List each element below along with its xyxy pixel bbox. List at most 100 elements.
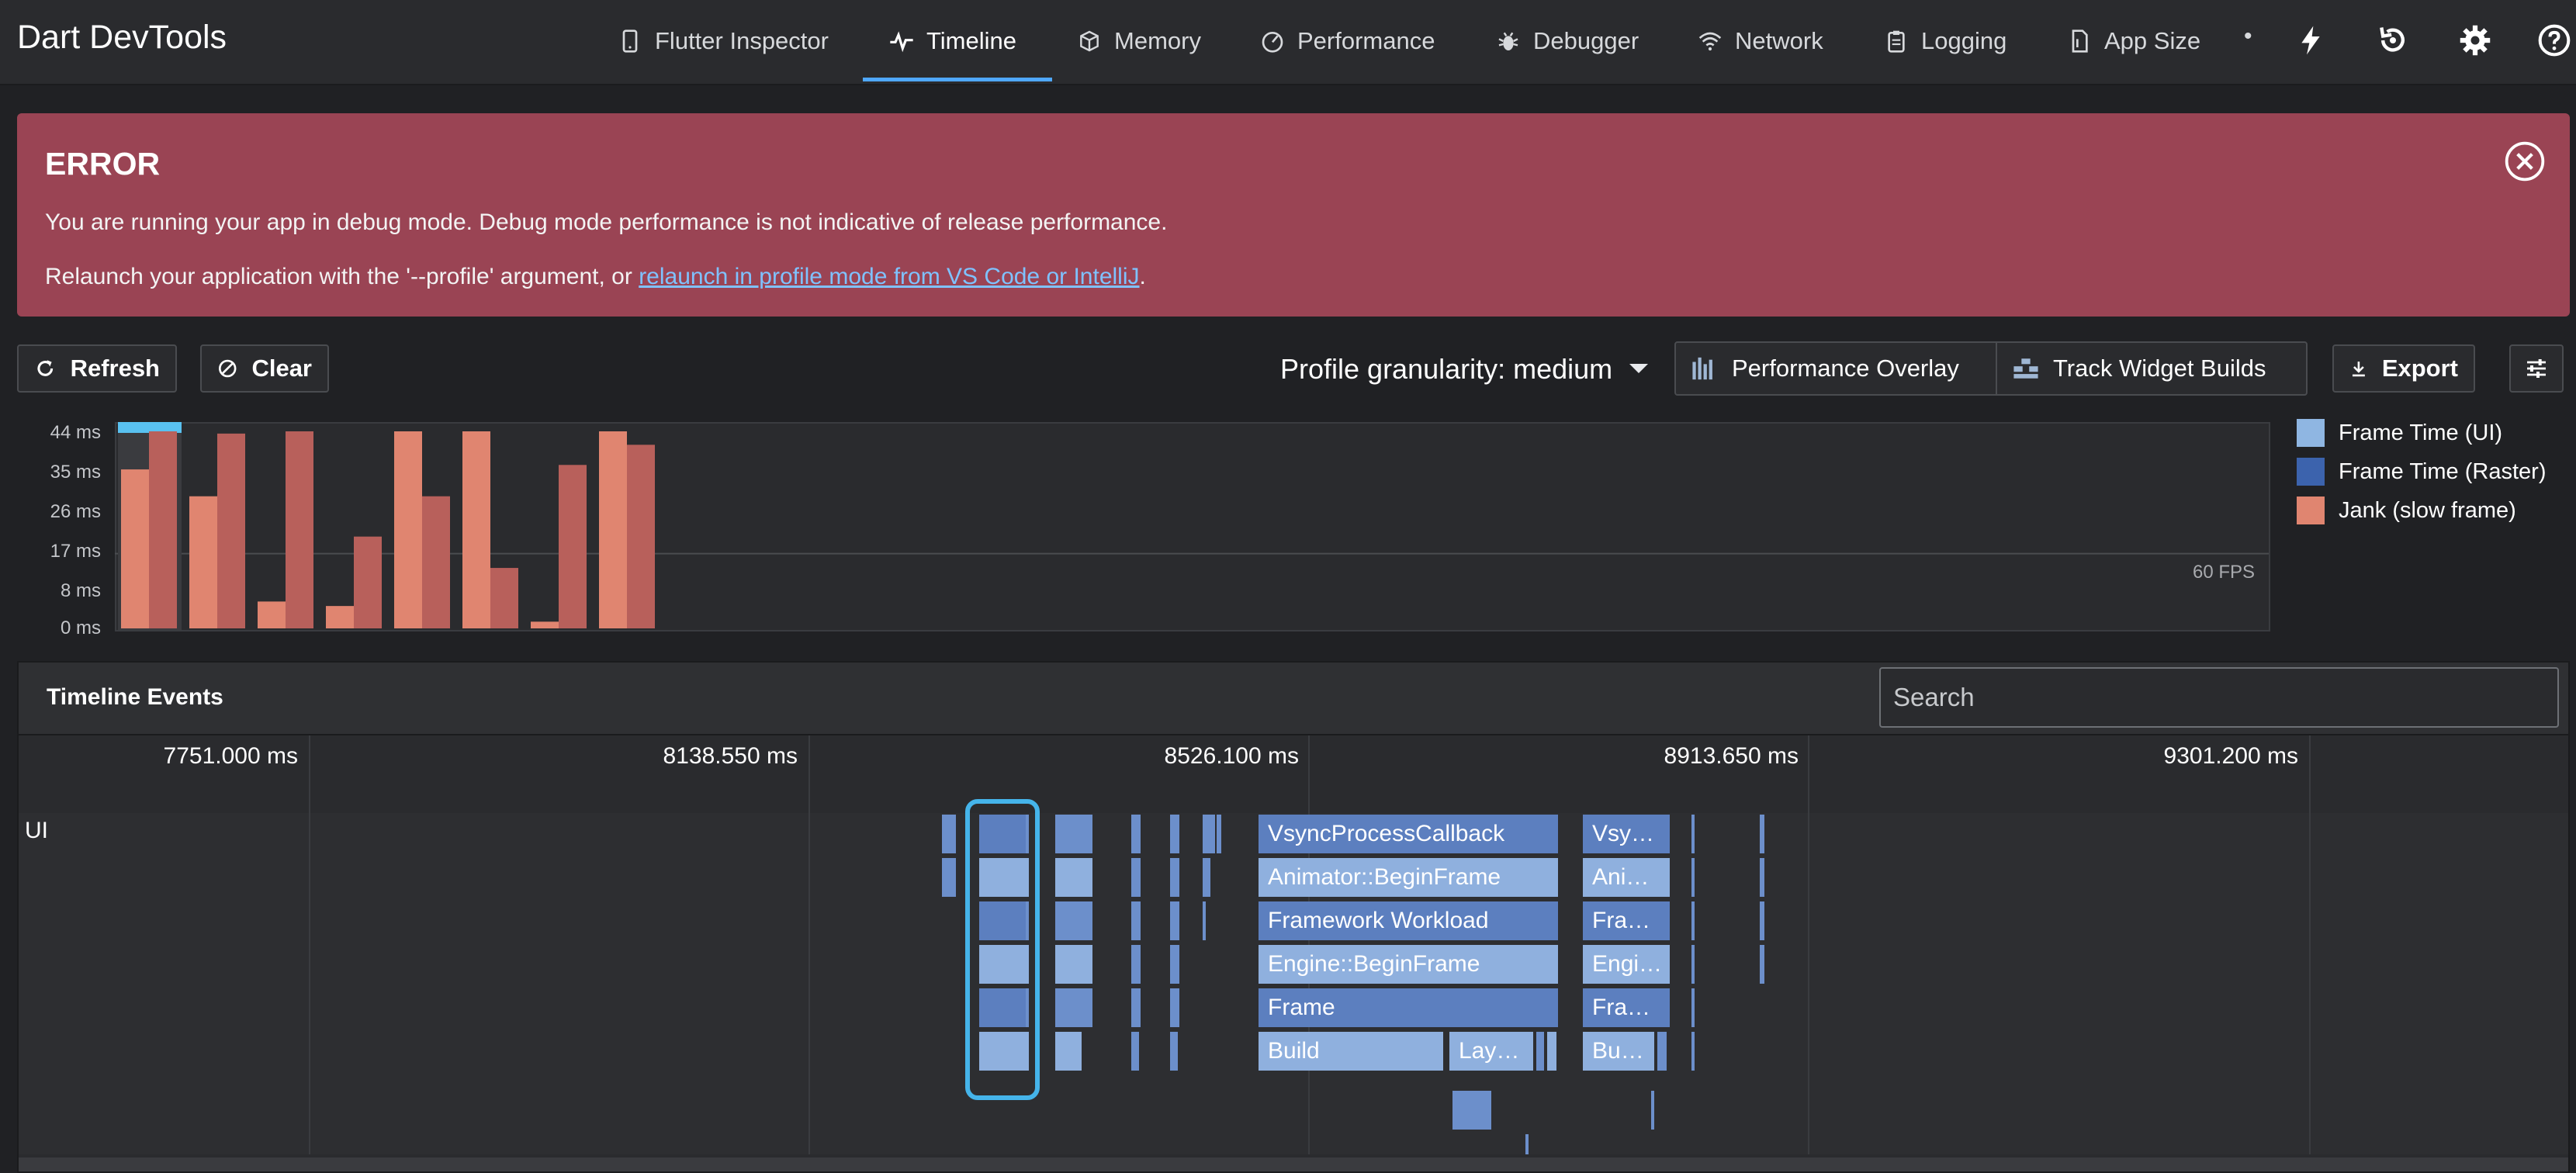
raster-frame-bar [627, 445, 655, 628]
timeline-event[interactable]: Engine::BeginFrame [1259, 945, 1558, 984]
clear-button[interactable]: Clear [200, 344, 329, 393]
tab-flutter-inspector[interactable]: Flutter Inspector [618, 0, 829, 82]
timeline-event-selected[interactable] [979, 1032, 1026, 1071]
legend-label: Frame Time (Raster) [2339, 458, 2547, 484]
help-button[interactable] [2531, 17, 2576, 64]
timeline-horizontal-scrollbar[interactable] [19, 1157, 2568, 1171]
timeline-event[interactable]: Vsy… [1583, 815, 1670, 853]
tab-performance[interactable]: Performance [1260, 0, 1435, 82]
timeline-event[interactable] [1055, 858, 1092, 897]
timeline-event[interactable]: Frame [1259, 988, 1558, 1027]
timeline-event[interactable] [1547, 1032, 1556, 1071]
timeline-event[interactable] [1131, 988, 1141, 1027]
tab-memory[interactable]: Memory [1077, 0, 1201, 82]
timeline-event[interactable] [942, 815, 956, 853]
timeline-event[interactable]: Ani… [1583, 858, 1670, 897]
timeline-event[interactable] [1170, 815, 1179, 853]
bar-chart-icon [1692, 357, 1712, 380]
timeline-event[interactable] [1131, 945, 1141, 984]
legend-item-raster: Frame Time (Raster) [2297, 458, 2546, 486]
profile-granularity-dropdown[interactable]: Profile granularity: medium [1280, 346, 1649, 393]
raster-frame-bar [217, 433, 245, 628]
legend-swatch [2297, 419, 2325, 447]
timeline-event[interactable] [1203, 858, 1210, 897]
tab-logging[interactable]: Logging [1884, 0, 2006, 82]
timeline-event[interactable] [1131, 858, 1141, 897]
grid-line [309, 735, 310, 1154]
timeline-event[interactable]: Engi… [1583, 945, 1670, 984]
settings-icon [2460, 25, 2491, 56]
timeline-event[interactable] [1760, 901, 1764, 940]
timeline-event[interactable] [1651, 1091, 1654, 1130]
timeline-event[interactable] [1170, 901, 1179, 940]
settings-button[interactable] [2452, 17, 2498, 64]
timeline-event-selected[interactable] [979, 945, 1026, 984]
timeline-settings-button[interactable] [2509, 344, 2564, 393]
timeline-event[interactable] [1760, 945, 1764, 984]
timeline-event[interactable] [1055, 901, 1092, 940]
timeline-event-selected[interactable] [979, 858, 1026, 897]
timeline-event[interactable] [1691, 945, 1695, 984]
timeline-event[interactable] [1131, 1032, 1139, 1071]
timeline-event[interactable]: Lay… [1449, 1032, 1533, 1071]
timeline-event[interactable]: Framework Workload [1259, 901, 1558, 940]
timeline-event[interactable] [1170, 988, 1179, 1027]
timeline-event[interactable] [1691, 901, 1695, 940]
export-button[interactable]: Export [2332, 344, 2475, 393]
timeline-event[interactable] [1536, 1032, 1544, 1071]
hot-restart-button[interactable] [2370, 17, 2416, 64]
timeline-event[interactable] [1760, 815, 1764, 853]
timeline-event[interactable]: Build [1259, 1032, 1443, 1071]
timeline-event[interactable] [1170, 858, 1179, 897]
timeline-event-selected[interactable] [979, 815, 1026, 853]
cube-icon [1080, 30, 1099, 52]
tab-network[interactable]: Network [1698, 0, 1823, 82]
raster-frame-bar [490, 568, 518, 628]
timeline-event[interactable] [1170, 1032, 1178, 1071]
timeline-event[interactable]: VsyncProcessCallback [1259, 815, 1558, 853]
timeline-event[interactable] [1131, 901, 1141, 940]
timeline-event[interactable] [1055, 815, 1092, 853]
timeline-event[interactable]: Bu… [1583, 1032, 1654, 1071]
timeline-event[interactable]: Fra… [1583, 901, 1670, 940]
bug-icon [1498, 32, 1518, 50]
performance-overlay-button[interactable]: Performance Overlay [1674, 341, 1997, 396]
timeline-event[interactable] [1691, 815, 1695, 853]
tab-label: Logging [1921, 27, 2007, 54]
timeline-event[interactable] [942, 858, 956, 897]
timeline-event[interactable] [1055, 988, 1092, 1027]
timeline-event[interactable]: Fra… [1583, 988, 1670, 1027]
relaunch-profile-link[interactable]: relaunch in profile mode from VS Code or… [639, 264, 1140, 289]
frame-chart-plot[interactable] [115, 422, 2270, 631]
timeline-event[interactable] [1691, 858, 1695, 897]
timeline-event[interactable]: Animator::BeginFrame [1259, 858, 1558, 897]
timeline-event[interactable] [1203, 901, 1206, 940]
timeline-event-selected[interactable] [979, 988, 1026, 1027]
close-banner-button[interactable] [2503, 140, 2547, 183]
tab-app-size[interactable]: App Size [2067, 0, 2200, 82]
timeline-event[interactable] [1657, 1032, 1667, 1071]
timeline-event[interactable] [1217, 815, 1221, 853]
timeline-event-selected[interactable] [979, 901, 1026, 940]
tab-timeline[interactable]: Timeline [889, 0, 1016, 82]
y-tick-label: 44 ms [50, 422, 101, 443]
refresh-button[interactable]: Refresh [17, 344, 177, 393]
track-widget-builds-button[interactable]: Track Widget Builds [1996, 341, 2308, 396]
y-tick-label: 35 ms [50, 462, 101, 483]
timeline-event[interactable] [1203, 815, 1215, 853]
tab-debugger[interactable]: Debugger [1496, 0, 1639, 82]
timeline-event[interactable] [1170, 945, 1179, 984]
timeline-event[interactable] [1055, 945, 1092, 984]
timeline-event[interactable] [1055, 1032, 1082, 1071]
timeline-event[interactable] [1691, 988, 1695, 1027]
close-icon [2505, 141, 2545, 182]
timeline-event[interactable] [1525, 1134, 1529, 1154]
banner-relaunch-message: Relaunch your application with the '--pr… [45, 264, 1146, 290]
timeline-event[interactable] [1691, 1032, 1695, 1071]
timeline-search-input[interactable] [1879, 667, 2559, 728]
refresh-icon [37, 360, 54, 376]
timeline-event[interactable] [1760, 858, 1764, 897]
timeline-event[interactable] [1452, 1091, 1491, 1130]
hot-reload-button[interactable] [2287, 17, 2334, 64]
timeline-event[interactable] [1131, 815, 1141, 853]
